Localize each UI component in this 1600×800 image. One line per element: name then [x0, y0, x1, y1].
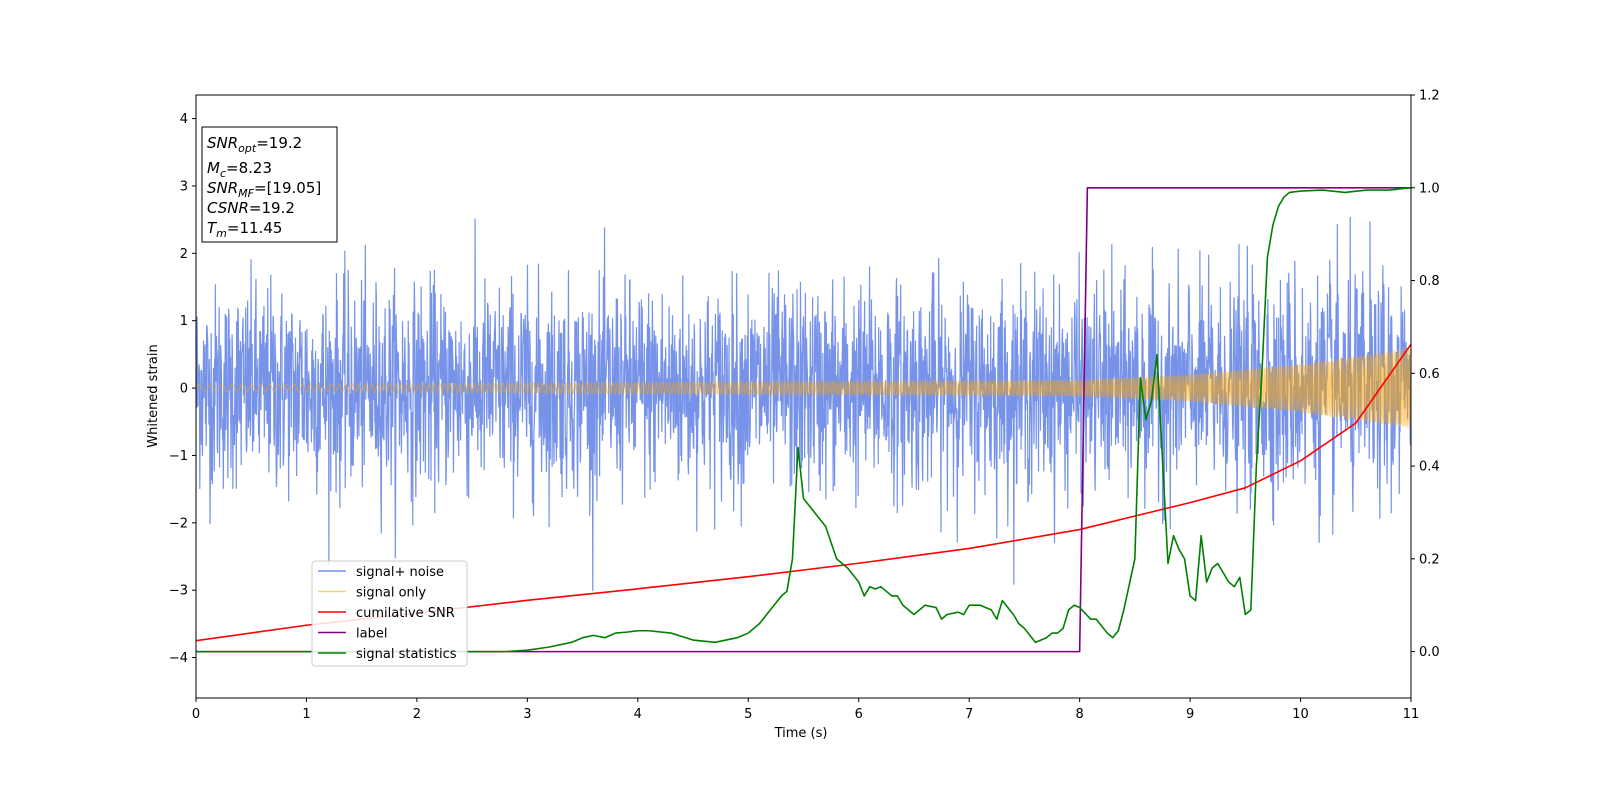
- annotation-box: SNRopt=19.2 Mc=8.23 SNRMF=[19.05] CSNR=1…: [201, 126, 338, 243]
- y-tick-label: −3: [169, 584, 188, 599]
- y2-tick-label: 0.0: [1419, 645, 1440, 660]
- y2-tick-label: 0.2: [1419, 552, 1440, 567]
- y-tick-label: 4: [180, 112, 188, 127]
- y2-tick-label: 0.6: [1419, 367, 1440, 382]
- legend-label: signal only: [356, 586, 426, 601]
- x-tick-label: 6: [855, 707, 863, 722]
- x-axis-label: Time (s): [774, 726, 828, 741]
- series-signal-noise-line: [196, 216, 1411, 592]
- x-tick-label: 8: [1075, 707, 1083, 722]
- x-tick-label: 5: [744, 707, 752, 722]
- x-tick-label: 3: [523, 707, 531, 722]
- y-tick-label: 1: [180, 314, 188, 329]
- annotation-frame: [201, 126, 338, 243]
- series-label-line: [196, 186, 1411, 653]
- x-tick-label: 4: [634, 707, 642, 722]
- y2-tick-label: 1.0: [1419, 181, 1440, 196]
- series-signal-only-line: [196, 348, 1411, 429]
- legend-label: signal+ noise: [356, 565, 444, 580]
- y-tick-label: 2: [180, 247, 188, 262]
- y-axis-label: Whitened strain: [146, 344, 161, 447]
- y-tick-label: −2: [169, 516, 188, 531]
- legend-label: label: [356, 627, 387, 642]
- annotation-snr-mf: SNRMF=[19.05]: [207, 179, 321, 200]
- axes-frame: [195, 94, 1412, 699]
- legend-entries: signal+ noise signal only cumilative SNR la…: [318, 565, 457, 662]
- y2-tick-label: 1.2: [1419, 89, 1440, 104]
- x-tick-label: 2: [413, 707, 421, 722]
- ticks-layer: 0 1 2 3 4 5 6 7 8 9 10 1143210−1−2−3−41.21.00.80.60…: [169, 89, 1440, 723]
- x-tick-label: 0: [192, 707, 200, 722]
- legend-label: signal statistics: [356, 647, 457, 662]
- legend-frame: [311, 560, 468, 667]
- x-tick-label: 1: [302, 707, 310, 722]
- x-tick-label: 10: [1292, 707, 1309, 722]
- annotation-csnr: CSNR=19.2: [207, 199, 295, 217]
- x-tick-label: 7: [965, 707, 973, 722]
- y-tick-label: −1: [169, 449, 188, 464]
- x-tick-label: 9: [1186, 707, 1194, 722]
- legend: signal+ noise signal only cumilative SNR la…: [311, 560, 468, 667]
- y-tick-label: 0: [180, 382, 188, 397]
- annotation-chirp-mass: Mc=8.23: [207, 159, 272, 180]
- series-signal-statistics-line: [196, 186, 1411, 653]
- x-tick-label: 11: [1403, 707, 1420, 722]
- annotation-tm: Tm=11.45: [207, 219, 282, 240]
- legend-label: cumilative SNR: [356, 606, 455, 621]
- y-tick-label: 3: [180, 179, 188, 194]
- annotation-snr-opt: SNRopt=19.2: [207, 134, 302, 155]
- y2-tick-label: 0.4: [1419, 460, 1440, 475]
- y2-tick-label: 0.8: [1419, 274, 1440, 289]
- y-tick-label: −4: [169, 651, 188, 666]
